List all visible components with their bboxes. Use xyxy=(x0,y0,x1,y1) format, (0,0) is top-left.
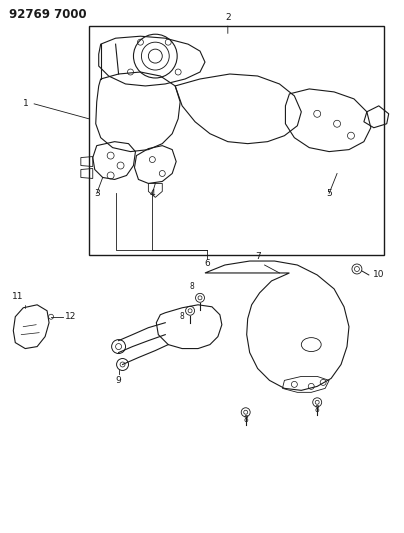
Text: 1: 1 xyxy=(23,99,29,108)
Text: 9: 9 xyxy=(116,376,122,385)
Text: 8: 8 xyxy=(180,312,185,321)
Text: 12: 12 xyxy=(65,312,76,321)
Text: 92769 7000: 92769 7000 xyxy=(9,9,87,21)
Text: 2: 2 xyxy=(225,13,231,22)
Text: 7: 7 xyxy=(255,252,261,261)
Text: 8: 8 xyxy=(243,415,248,424)
Text: 4: 4 xyxy=(149,189,155,198)
Text: 11: 11 xyxy=(12,292,23,301)
Text: 8: 8 xyxy=(190,282,194,291)
Text: 8: 8 xyxy=(315,405,320,414)
Text: 10: 10 xyxy=(373,270,384,279)
Text: 3: 3 xyxy=(94,189,100,198)
Text: 6: 6 xyxy=(204,259,210,268)
Text: 5: 5 xyxy=(326,189,332,198)
